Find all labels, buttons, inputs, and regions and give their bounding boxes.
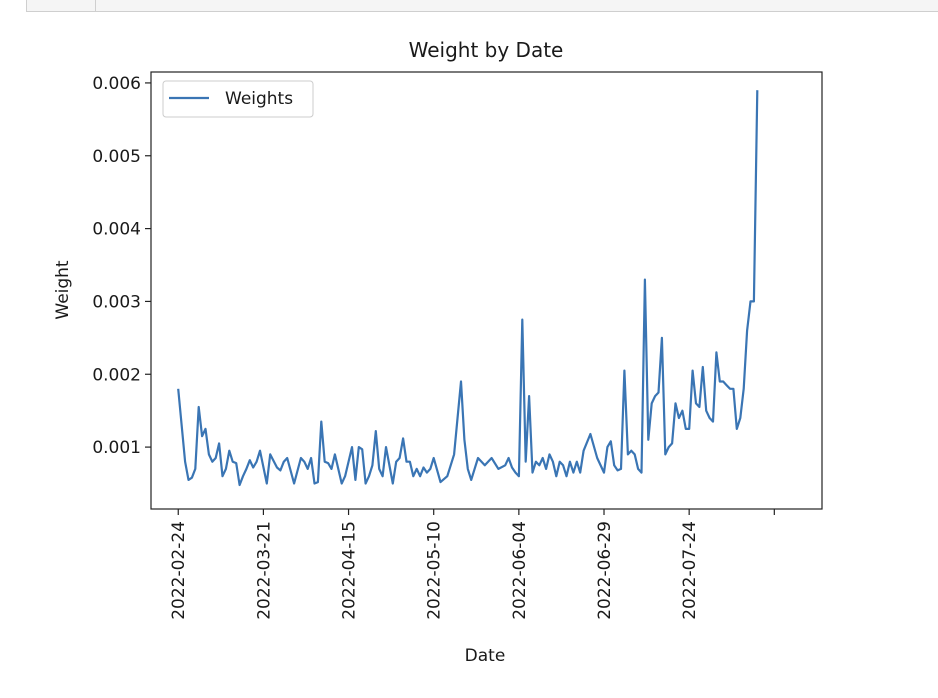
x-tick-label: 2022-05-10 xyxy=(425,521,445,620)
notebook-cell-gutter xyxy=(27,0,96,11)
series-line-weights xyxy=(177,90,759,487)
y-tick-label: 0.001 xyxy=(92,438,141,458)
series-layer xyxy=(177,90,759,487)
legend: Weights xyxy=(162,80,314,118)
y-tick-label: 0.006 xyxy=(92,74,141,94)
legend-label-weights: Weights xyxy=(225,89,293,109)
y-tick-label: 0.005 xyxy=(92,147,141,167)
x-tick-label: 2022-04-15 xyxy=(340,521,360,620)
x-tick-label: 2022-03-21 xyxy=(254,521,274,620)
x-axis-label: Date xyxy=(465,646,506,666)
x-tick-label: 2022-06-29 xyxy=(595,521,615,620)
notebook-cell-strip xyxy=(26,0,938,12)
y-axis: 0.001 0.002 0.003 0.004 0.005 0.006 xyxy=(92,74,151,458)
y-tick-label: 0.002 xyxy=(92,365,141,385)
y-tick-label: 0.003 xyxy=(92,292,141,312)
x-tick-label: 2022-06-04 xyxy=(510,521,530,620)
x-axis: 2022-02-24 2022-03-21 2022-04-15 2022-05-10… xyxy=(169,509,775,620)
plot-area-frame xyxy=(150,71,823,510)
chart-title: Weight by Date xyxy=(409,38,564,62)
y-axis-label: Weight xyxy=(53,260,73,320)
x-tick-label: 2022-07-24 xyxy=(680,521,700,620)
legend-box xyxy=(162,80,314,118)
x-tick-label: 2022-02-24 xyxy=(169,521,189,620)
y-tick-label: 0.004 xyxy=(92,220,141,240)
